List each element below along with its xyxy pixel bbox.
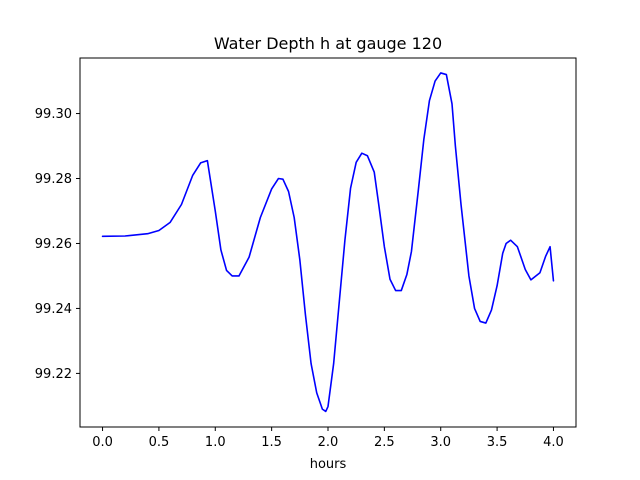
x-tick-label: 4.0 [543,435,564,450]
y-tick-label: 99.28 [35,172,72,187]
y-axis: 99.22 99.24 99.26 99.28 99.30 [35,107,80,382]
y-tick-label: 99.24 [35,302,72,317]
x-tick-label: 0.5 [149,435,170,450]
x-tick-label: 1.5 [261,435,282,450]
series-line-0 [101,72,555,413]
x-tick-label: 3.0 [430,435,451,450]
x-axis: 0.0 0.5 1.0 1.5 2.0 2.5 3.0 3.5 4.0 [92,427,564,450]
x-tick-label: 3.5 [487,435,508,450]
x-tick-label: 2.0 [318,435,339,450]
plot-area [101,72,555,413]
y-tick-label: 99.22 [35,367,72,382]
x-tick-label: 1.0 [205,435,226,450]
x-axis-label: hours [310,457,347,472]
plot-frame [79,57,577,428]
y-tick-label: 99.30 [35,107,72,122]
chart-title: Water Depth h at gauge 120 [214,34,442,53]
x-tick-label: 2.5 [374,435,395,450]
x-tick-label: 0.0 [92,435,113,450]
y-tick-label: 99.26 [35,237,72,252]
